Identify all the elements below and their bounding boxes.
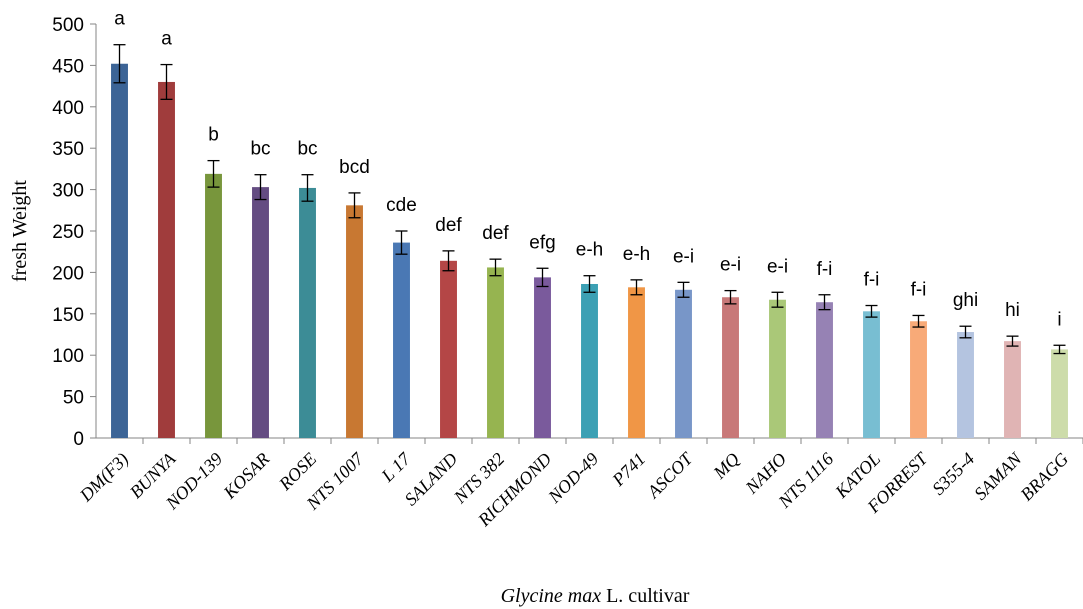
y-tick-label: 300: [52, 181, 84, 202]
bar: [628, 287, 645, 438]
bar: [1004, 341, 1021, 438]
significance-label: e-i: [720, 255, 741, 276]
bar: [816, 302, 833, 438]
error-bar: [489, 258, 502, 277]
category-label: BRAGG: [1016, 449, 1072, 505]
bar: [581, 283, 598, 438]
bar: [957, 332, 974, 438]
category-label: P741: [608, 449, 650, 491]
error-bar: [912, 314, 925, 328]
error-bar: [254, 174, 267, 201]
error-bar: [207, 159, 220, 188]
y-tick-label: 50: [63, 388, 84, 409]
x-axis-title-rest: L. cultivar: [601, 585, 690, 607]
y-tick-label: 150: [52, 305, 84, 326]
error-bar: [348, 192, 361, 219]
bar: [346, 205, 363, 438]
bar: [722, 297, 739, 438]
significance-label: def: [482, 223, 509, 244]
significance-label: b: [208, 125, 219, 146]
error-bar: [959, 325, 972, 339]
significance-label: bc: [250, 139, 270, 160]
error-bar: [442, 250, 455, 272]
error-bar: [771, 291, 784, 308]
category-label: KOSAR: [219, 449, 273, 503]
category-label: SAMAN: [970, 448, 1026, 504]
bar: [440, 260, 457, 438]
error-bar: [1053, 344, 1066, 355]
bar: [252, 187, 269, 438]
significance-label: efg: [529, 232, 555, 253]
error-bar: [160, 63, 173, 100]
category-label: L 17: [377, 448, 415, 486]
bar: [534, 277, 551, 438]
significance-label: bc: [297, 139, 317, 160]
significance-label: cde: [386, 195, 417, 216]
significance-label: f-i: [911, 279, 927, 300]
error-bar: [677, 281, 690, 298]
error-bar: [395, 230, 408, 255]
significance-label: ghi: [953, 290, 978, 311]
category-label: SALAND: [401, 449, 462, 510]
category-label: ASCOT: [643, 447, 698, 502]
significance-label: def: [435, 215, 462, 236]
bar: [487, 267, 504, 438]
error-bar: [536, 267, 549, 288]
y-axis-title: fresh Weight: [9, 180, 31, 282]
y-tick-label: 0: [73, 429, 84, 450]
significance-label: i: [1057, 309, 1061, 330]
error-bar: [818, 294, 831, 311]
significance-label: a: [114, 9, 125, 30]
significance-label: bcd: [339, 157, 370, 178]
y-tick-label: 250: [52, 222, 84, 243]
y-tick-label: 500: [52, 15, 84, 36]
bar: [205, 173, 222, 439]
y-tick-label: 350: [52, 139, 84, 160]
y-tick-label: 400: [52, 98, 84, 119]
bar: [299, 187, 316, 438]
bar: [863, 311, 880, 438]
significance-label: a: [161, 29, 172, 50]
error-bar: [630, 279, 643, 296]
significance-label: f-i: [864, 270, 880, 291]
bar: [769, 299, 786, 438]
significance-label: e-h: [576, 240, 603, 261]
x-axis-title: Glycine max L. cultivar: [501, 585, 690, 607]
error-bar: [301, 174, 314, 202]
category-label: DM(F3): [75, 449, 133, 507]
bar: [1051, 349, 1068, 438]
error-bar: [1006, 335, 1019, 347]
significance-label: e-i: [767, 256, 788, 277]
bar: [393, 242, 410, 438]
error-bar: [865, 304, 878, 318]
y-tick-label: 200: [52, 263, 84, 284]
bar: [158, 81, 175, 439]
y-tick-label: 100: [52, 346, 84, 367]
x-axis-title-species: Glycine max: [501, 585, 602, 607]
bar: [910, 321, 927, 438]
significance-label: f-i: [817, 259, 833, 280]
error-bar: [583, 275, 596, 293]
bar: [111, 63, 128, 439]
bar: [675, 289, 692, 438]
error-bar: [724, 289, 737, 305]
significance-label: e-h: [623, 244, 650, 265]
significance-label: hi: [1005, 300, 1020, 321]
y-tick-label: 450: [52, 56, 84, 77]
significance-label: e-i: [673, 246, 694, 267]
error-bar: [113, 44, 126, 84]
category-label: NOD-49: [544, 449, 603, 508]
category-label: MQ: [709, 449, 744, 484]
